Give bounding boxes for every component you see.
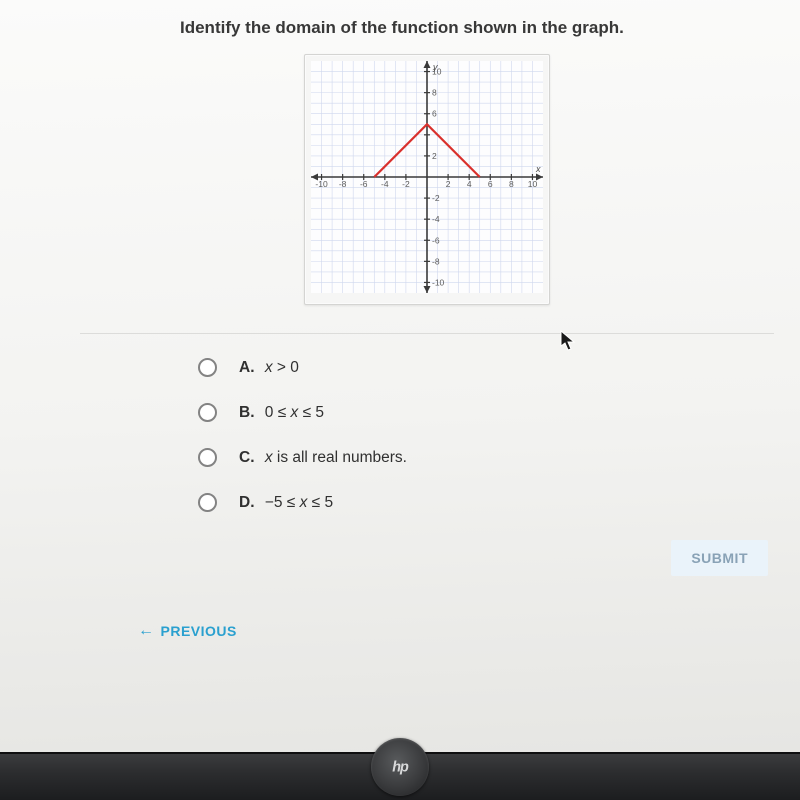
laptop-brand-badge: hp	[371, 738, 429, 796]
svg-text:hp: hp	[392, 759, 409, 775]
hp-logo-icon: hp	[382, 749, 418, 785]
nav-row: ← PREVIOUS	[138, 622, 774, 640]
choice-text: B. 0 ≤ x ≤ 5	[239, 404, 324, 422]
choice-text: D. −5 ≤ x ≤ 5	[239, 494, 333, 512]
svg-text:y: y	[432, 62, 438, 72]
svg-text:-8: -8	[432, 256, 440, 266]
radio-button[interactable]	[198, 448, 217, 467]
svg-text:-10: -10	[315, 179, 328, 189]
svg-text:-2: -2	[402, 179, 410, 189]
svg-text:-6: -6	[360, 179, 368, 189]
previous-button[interactable]: ← PREVIOUS	[138, 623, 237, 639]
choice-b[interactable]: B. 0 ≤ x ≤ 5	[198, 403, 774, 422]
radio-button[interactable]	[198, 403, 217, 422]
svg-text:8: 8	[509, 179, 514, 189]
svg-text:6: 6	[488, 179, 493, 189]
svg-text:10: 10	[528, 179, 538, 189]
arrow-left-icon: ←	[138, 623, 155, 639]
svg-text:2: 2	[446, 179, 451, 189]
choice-text: A. x > 0	[239, 359, 299, 377]
svg-text:-8: -8	[339, 179, 347, 189]
footer-actions: SUBMIT	[80, 540, 768, 576]
choice-text: C. x is all real numbers.	[239, 449, 407, 467]
radio-button[interactable]	[198, 358, 217, 377]
svg-text:2: 2	[432, 151, 437, 161]
svg-text:6: 6	[432, 109, 437, 119]
svg-text:-10: -10	[432, 277, 445, 287]
section-divider	[80, 333, 774, 334]
svg-text:-4: -4	[432, 214, 440, 224]
svg-text:-2: -2	[432, 193, 440, 203]
choice-a[interactable]: A. x > 0	[198, 358, 774, 377]
graph-panel: -10-8-6-4-224681010862-2-4-6-8-10yx	[304, 54, 550, 305]
svg-text:-6: -6	[432, 235, 440, 245]
svg-text:8: 8	[432, 88, 437, 98]
submit-button[interactable]: SUBMIT	[671, 540, 768, 576]
graph-container: -10-8-6-4-224681010862-2-4-6-8-10yx	[80, 54, 774, 305]
svg-text:4: 4	[467, 179, 472, 189]
choices-list: A. x > 0 B. 0 ≤ x ≤ 5 C. x is all real num…	[198, 358, 774, 512]
svg-text:x: x	[535, 164, 541, 174]
svg-text:-4: -4	[381, 179, 389, 189]
choice-d[interactable]: D. −5 ≤ x ≤ 5	[198, 493, 774, 512]
previous-label: PREVIOUS	[161, 623, 237, 639]
quiz-screen: Identify the domain of the function show…	[0, 0, 800, 752]
question-text: Identify the domain of the function show…	[180, 18, 774, 38]
function-graph: -10-8-6-4-224681010862-2-4-6-8-10yx	[311, 61, 543, 293]
laptop-bezel: hp	[0, 752, 800, 800]
choice-c[interactable]: C. x is all real numbers.	[198, 448, 774, 467]
radio-button[interactable]	[198, 493, 217, 512]
